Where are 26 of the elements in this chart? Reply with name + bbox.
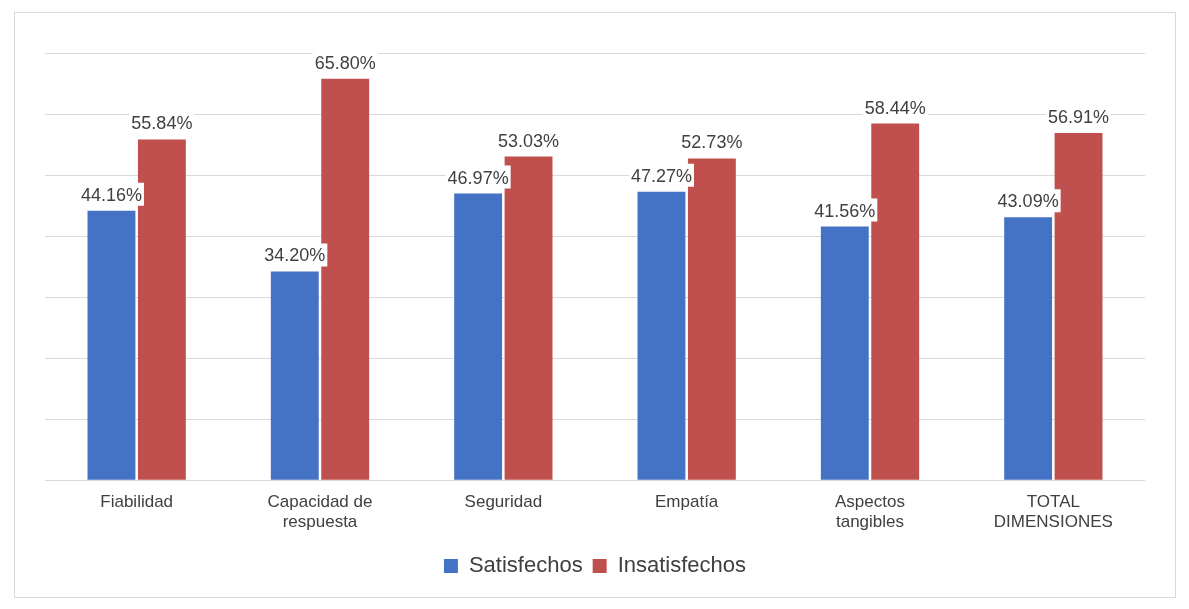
bar xyxy=(87,210,136,480)
data-label: 44.16% xyxy=(80,184,142,205)
data-label: 43.09% xyxy=(997,191,1059,212)
data-label: 52.73% xyxy=(681,132,743,153)
data-label: 46.97% xyxy=(447,167,509,188)
data-label: 56.91% xyxy=(1048,106,1110,127)
x-tick-label: TOTAL DIMENSIONES xyxy=(993,492,1113,532)
bar xyxy=(637,191,686,480)
x-tick-label: Capacidad de respuesta xyxy=(267,492,373,532)
legend-label: Satisfechos xyxy=(468,552,583,578)
x-tick-label: Fiabilidad xyxy=(100,492,174,512)
legend-label: Insatisfechos xyxy=(617,552,747,578)
bar xyxy=(1004,217,1053,480)
data-label: 58.44% xyxy=(864,97,926,118)
bar xyxy=(820,226,869,480)
data-label: 47.27% xyxy=(630,165,692,186)
data-label: 34.20% xyxy=(264,245,326,266)
data-label: 65.80% xyxy=(314,52,376,73)
bar xyxy=(454,193,503,480)
x-tick-label: Aspectos tangibles xyxy=(835,492,905,532)
x-tick-label: Empatía xyxy=(655,492,719,512)
data-label: 53.03% xyxy=(498,130,560,151)
bar xyxy=(270,271,319,480)
data-label: 41.56% xyxy=(814,200,876,221)
x-tick-label: Seguridad xyxy=(464,492,543,512)
data-label: 55.84% xyxy=(131,113,193,134)
